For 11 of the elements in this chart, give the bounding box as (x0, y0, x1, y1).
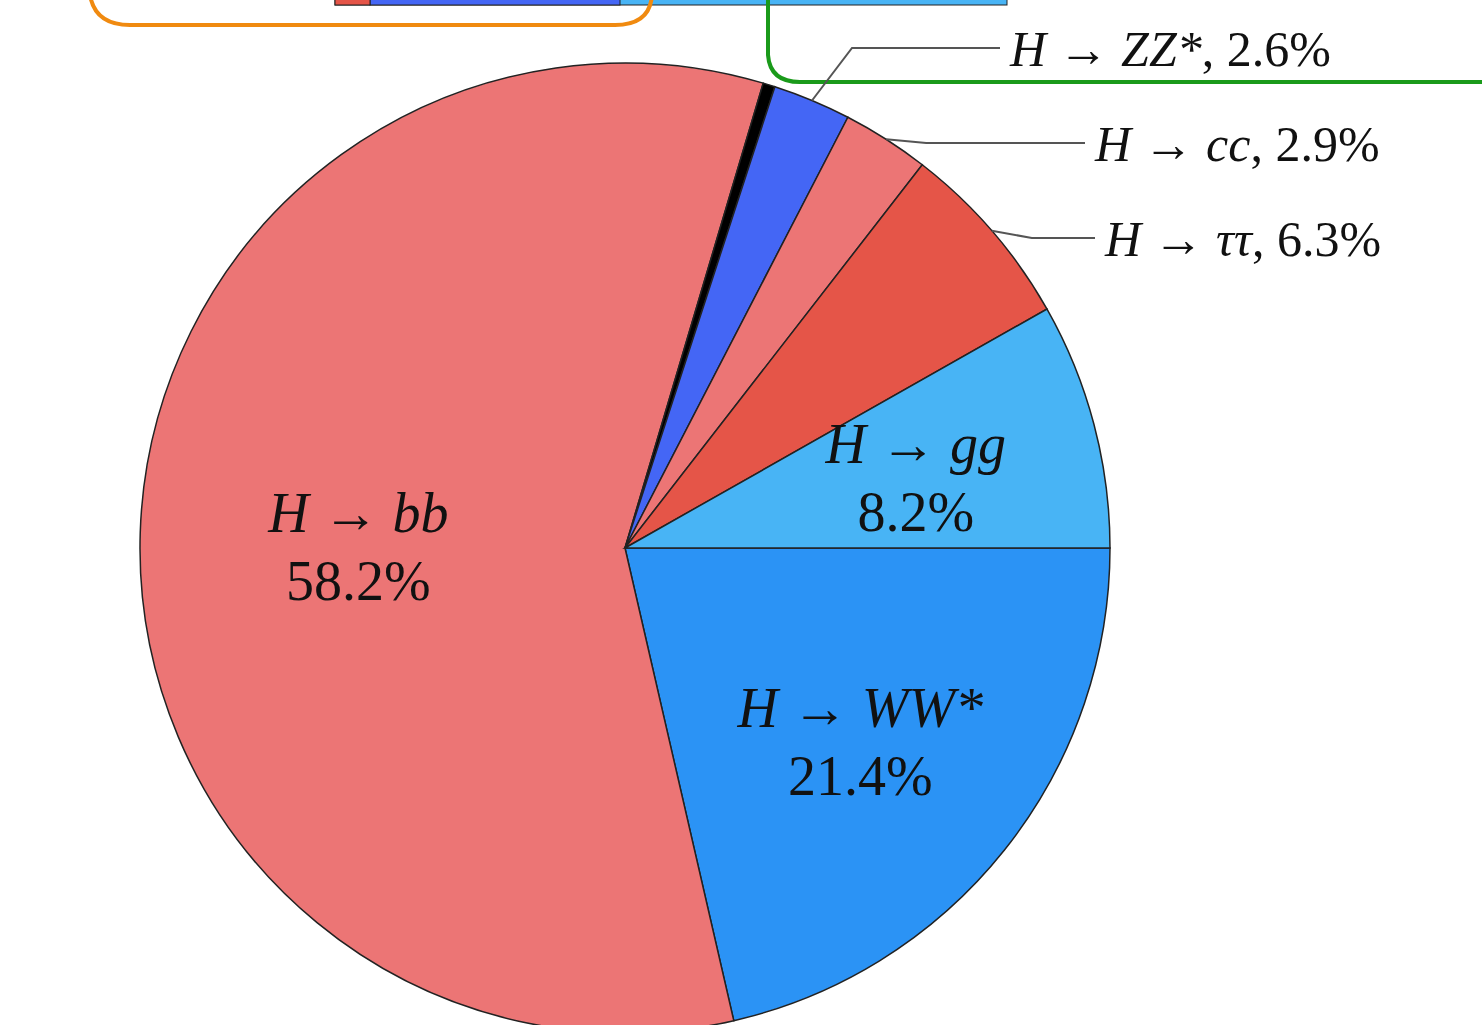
slice-label: H → ττ (1104, 211, 1254, 267)
slice-label: H → ZZ* (1009, 21, 1202, 77)
data-label: 8.2% (857, 481, 975, 544)
data-label: 21.4% (787, 745, 933, 808)
data-label: , 2.6% (1201, 21, 1331, 77)
data-label: , 2.9% (1250, 116, 1380, 172)
data-label: 58.2% (286, 549, 431, 612)
slice-label: H → bb (267, 481, 449, 544)
slice-label: H → gg (824, 413, 1006, 476)
slice-label: H → cc (1094, 116, 1251, 172)
slice-label: H → WW* (736, 677, 984, 740)
